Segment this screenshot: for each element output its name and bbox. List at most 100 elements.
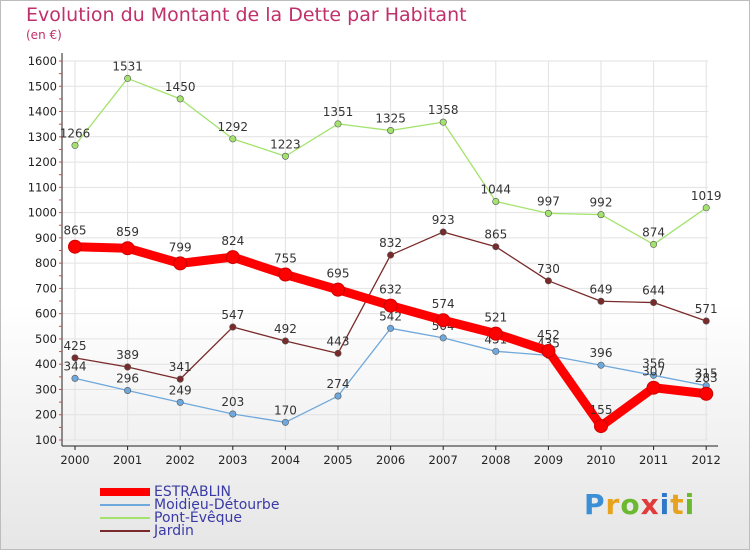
- data-point: [439, 334, 447, 342]
- y-tick-label: 100: [35, 433, 57, 447]
- y-tick-label: 1600: [28, 54, 57, 68]
- logo-letter: o: [620, 488, 641, 521]
- data-point: [331, 282, 345, 297]
- data-label: 425: [64, 339, 87, 353]
- data-point: [492, 243, 500, 251]
- data-label: 547: [221, 308, 244, 322]
- data-label: 799: [169, 240, 192, 254]
- data-point: [176, 375, 184, 383]
- data-label: 341: [169, 360, 192, 374]
- y-tick-label: 600: [35, 307, 57, 321]
- data-label: 571: [695, 302, 718, 316]
- y-tick-label: 1200: [28, 155, 57, 169]
- data-label: 1019: [691, 189, 722, 203]
- x-tick-label: 2005: [323, 453, 352, 467]
- data-point: [650, 299, 658, 307]
- y-tick-label: 900: [35, 231, 57, 245]
- data-label: 874: [642, 225, 665, 239]
- chart-title: Evolution du Montant de la Dette par Hab…: [26, 4, 467, 26]
- data-point: [281, 337, 289, 345]
- data-point: [229, 410, 237, 418]
- data-label: 824: [221, 234, 244, 248]
- logo-letter: x: [640, 488, 660, 521]
- data-point: [71, 374, 79, 382]
- data-point: [71, 141, 79, 149]
- data-point: [702, 317, 710, 325]
- data-point: [699, 386, 714, 401]
- data-label: 1292: [218, 120, 249, 134]
- data-point: [173, 256, 188, 271]
- data-label: 452: [537, 328, 560, 342]
- data-label: 396: [590, 346, 613, 360]
- x-tick-label: 2009: [534, 453, 563, 467]
- data-point: [229, 135, 237, 143]
- data-label: 755: [274, 252, 297, 266]
- y-tick-label: 700: [35, 281, 57, 295]
- data-point: [176, 95, 184, 103]
- data-point: [71, 354, 79, 362]
- x-tick-label: 2002: [166, 453, 195, 467]
- y-tick-label: 1100: [28, 180, 57, 194]
- data-point: [383, 298, 398, 313]
- data-point: [124, 74, 132, 82]
- data-point: [387, 324, 395, 332]
- x-tick-label: 2011: [639, 453, 668, 467]
- y-tick-label: 1500: [28, 79, 57, 93]
- data-label: 283: [695, 371, 718, 385]
- data-label: 1044: [481, 182, 512, 196]
- data-point: [544, 209, 552, 217]
- data-point: [281, 418, 289, 426]
- data-point: [334, 120, 342, 128]
- data-label: 249: [169, 383, 192, 397]
- data-label: 649: [590, 282, 613, 296]
- x-tick-label: 2001: [113, 453, 142, 467]
- data-label: 992: [590, 196, 613, 210]
- x-tick-label: 2007: [429, 453, 458, 467]
- data-point: [541, 344, 556, 359]
- y-tick-label: 1400: [28, 105, 57, 119]
- data-point: [229, 323, 237, 331]
- data-point: [225, 250, 240, 265]
- data-label: 1531: [112, 59, 143, 73]
- data-point: [439, 228, 447, 236]
- data-point: [124, 363, 132, 371]
- logo-letter: i: [684, 488, 696, 521]
- data-label: 170: [274, 403, 297, 417]
- data-label: 296: [116, 371, 139, 385]
- data-label: 865: [484, 228, 507, 242]
- data-point: [124, 386, 132, 394]
- data-point: [650, 240, 658, 248]
- data-label: 1358: [428, 103, 459, 117]
- data-label: 644: [642, 284, 665, 298]
- data-label: 632: [379, 283, 402, 297]
- data-point: [492, 197, 500, 205]
- logo-letter: r: [605, 488, 621, 521]
- data-point: [281, 152, 289, 160]
- data-label: 865: [64, 224, 87, 238]
- data-point: [387, 126, 395, 134]
- chart-unit: (en €): [26, 28, 62, 42]
- y-tick-label: 1000: [28, 206, 57, 220]
- logo-letter: t: [670, 488, 685, 521]
- data-point: [492, 347, 500, 355]
- data-point: [597, 211, 605, 219]
- series-estrablin: 865 859 799 824 755 695 632 574 521 452 155 307 283: [64, 224, 718, 434]
- y-tick-label: 1300: [28, 130, 57, 144]
- y-tick-label: 800: [35, 256, 57, 270]
- data-point: [439, 118, 447, 126]
- logo-letter: i: [659, 488, 671, 521]
- data-point: [68, 239, 82, 254]
- y-tick-label: 400: [35, 357, 57, 371]
- data-label: 1351: [323, 105, 354, 119]
- data-label: 1325: [375, 111, 406, 125]
- data-label: 542: [379, 309, 402, 323]
- data-label: 307: [642, 365, 665, 379]
- data-label: 574: [432, 297, 455, 311]
- data-label: 859: [116, 225, 139, 239]
- data-point: [702, 204, 710, 212]
- data-point: [597, 297, 605, 305]
- data-label: 344: [64, 359, 87, 373]
- legend-label: Jardin: [154, 523, 194, 539]
- legend-label: ESTRABLIN: [154, 484, 232, 500]
